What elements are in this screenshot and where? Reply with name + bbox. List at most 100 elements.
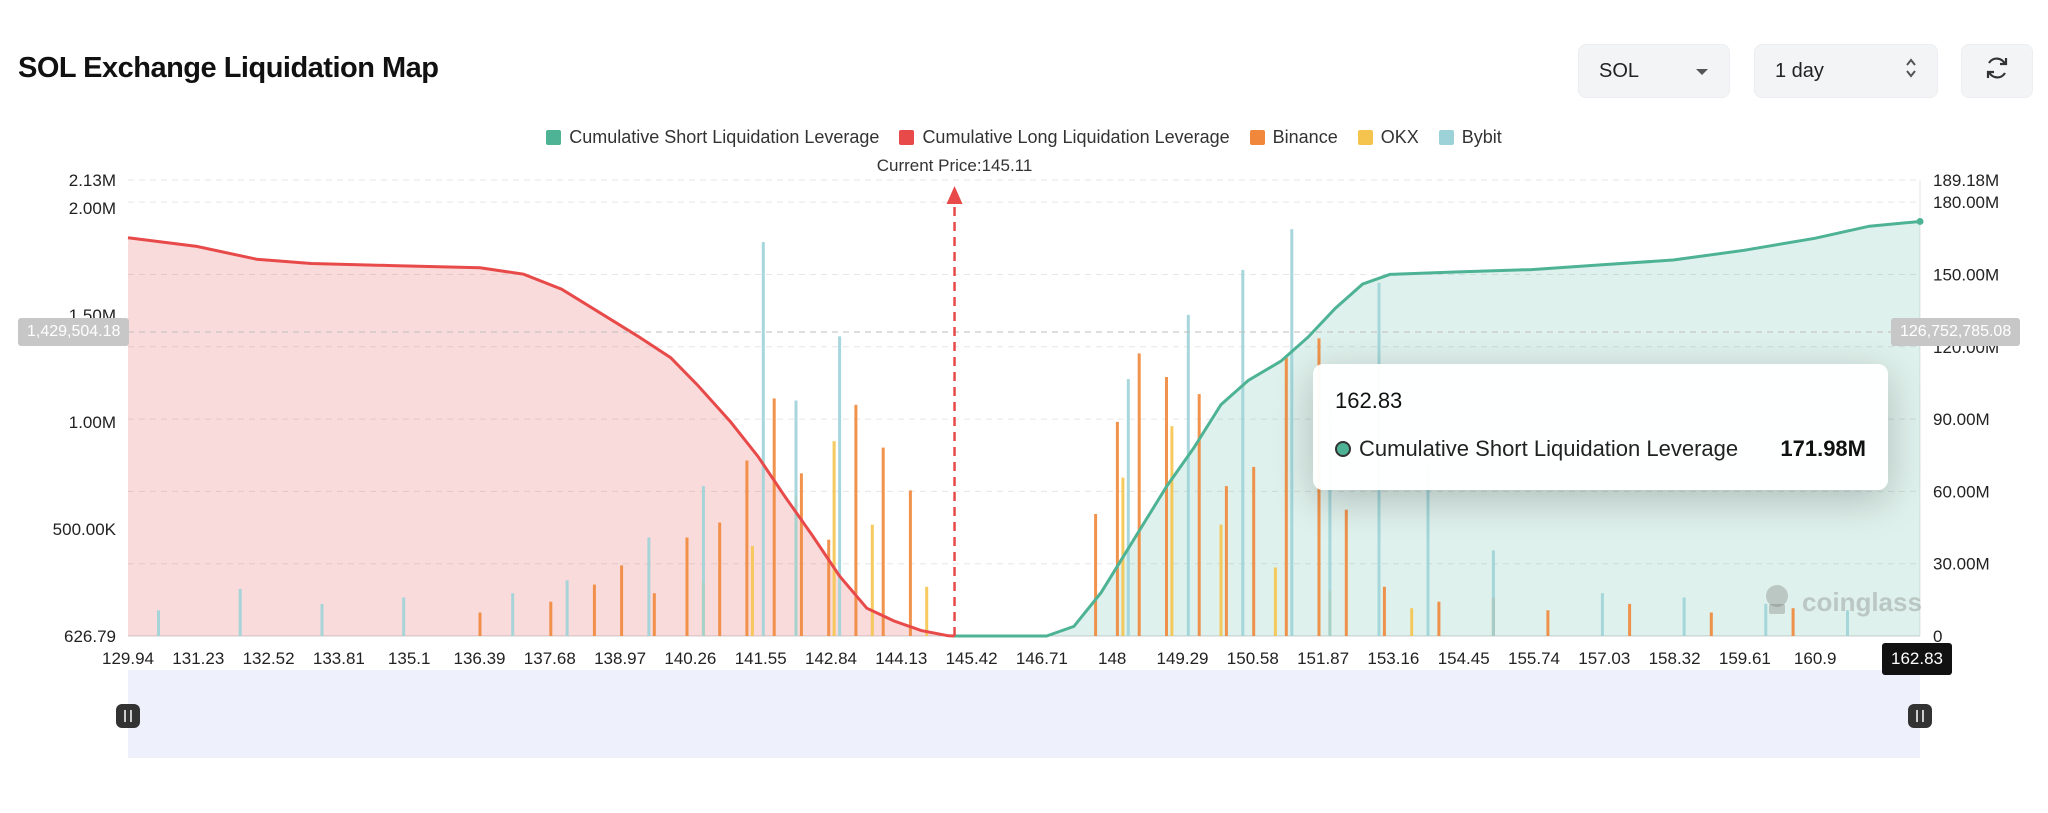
x-tick-label: 153.16 — [1367, 649, 1419, 668]
x-tick-label: 133.81 — [313, 649, 365, 668]
bybit-bar — [647, 537, 651, 636]
okx-bar — [750, 546, 754, 636]
x-tick-label: 131.23 — [172, 649, 224, 668]
binance-bar — [1546, 610, 1550, 636]
zoom-handle-right — [1908, 704, 1932, 728]
binance-bar — [827, 539, 831, 636]
x-tick-label: 158.32 — [1649, 649, 1701, 668]
y-right-tick-label: 30.00M — [1933, 555, 1990, 574]
legend-item[interactable]: Cumulative Short Liquidation Leverage — [546, 127, 879, 148]
okx-bar — [832, 441, 836, 636]
x-tick-label: 144.13 — [875, 649, 927, 668]
legend-label: Bybit — [1461, 127, 1502, 147]
chart-tooltip: 162.83 Cumulative Short Liquidation Leve… — [1313, 364, 1888, 490]
tooltip-series-name: Cumulative Short Liquidation Leverage — [1359, 436, 1739, 461]
period-select-value: 1 day — [1775, 59, 1824, 82]
y-left-tick-label: 2.00M — [69, 199, 116, 218]
binance-bar — [685, 537, 689, 636]
binance-bar — [1224, 486, 1228, 636]
binance-bar — [1382, 586, 1386, 636]
chart-legend: Cumulative Short Liquidation Leverage Cum… — [0, 127, 2048, 148]
x-tick-label: 145.42 — [946, 649, 998, 668]
binance-bar — [1437, 601, 1441, 636]
period-select[interactable]: 1 day — [1754, 44, 1938, 98]
x-tick-label: 160.9 — [1794, 649, 1837, 668]
zoom-handle-left — [116, 704, 140, 728]
bybit-bar — [511, 593, 515, 636]
y-left-tick-label: 1.00M — [69, 413, 116, 432]
x-tick-label: 136.39 — [454, 649, 506, 668]
coinglass-logo-icon — [1760, 582, 1794, 623]
binance-bar — [1344, 509, 1348, 636]
legend-item[interactable]: OKX — [1357, 127, 1419, 148]
legend-label: Cumulative Short Liquidation Leverage — [569, 127, 880, 147]
x-tick-label: 138.97 — [594, 649, 646, 668]
okx-bar — [1170, 426, 1174, 636]
x-tick-label: 154.45 — [1438, 649, 1490, 668]
legend-label: Binance — [1272, 127, 1338, 147]
bybit-bar — [565, 580, 569, 636]
legend-label: Cumulative Long Liquidation Leverage — [922, 127, 1230, 147]
bybit-bar — [320, 603, 324, 636]
tooltip-series: Cumulative Short Liquidation Leverage — [1335, 436, 1738, 462]
binance-bar — [745, 460, 749, 636]
x-tick-label: 157.03 — [1578, 649, 1630, 668]
y-right-tick-label: 180.00M — [1933, 193, 1999, 212]
okx-bar — [870, 524, 874, 636]
bybit-bar — [402, 597, 406, 636]
binance-bar — [718, 522, 722, 636]
current-price-label: Current Price:145.11 — [877, 156, 1033, 175]
legend-item[interactable]: Binance — [1249, 127, 1338, 148]
chevron-down-icon — [1695, 60, 1709, 83]
bybit-bar — [794, 400, 798, 636]
binance-bar — [1709, 612, 1713, 636]
binance-bar — [549, 601, 553, 636]
binance-bar — [1197, 394, 1201, 636]
y-right-tick-label: 189.18M — [1933, 171, 1999, 190]
legend-swatch — [1249, 130, 1265, 145]
y-left-tick-label: 2.13M — [69, 171, 116, 190]
tooltip-row: Cumulative Short Liquidation Leverage 17… — [1335, 436, 1866, 462]
bybit-bar — [701, 486, 705, 636]
crosshair-left-value: 1,429,504.18 — [18, 318, 130, 346]
legend-swatch — [899, 130, 915, 145]
binance-bar — [592, 584, 596, 636]
bybit-bar — [1682, 597, 1686, 636]
x-tick-label: 140.26 — [664, 649, 716, 668]
legend-swatch — [1357, 130, 1373, 145]
watermark-text: coinglass — [1802, 587, 1922, 617]
x-tick-label: 150.58 — [1227, 649, 1279, 668]
refresh-button[interactable] — [1961, 44, 2033, 98]
long-cumulative-line — [127, 236, 955, 638]
bybit-bar — [1126, 379, 1130, 636]
legend-item[interactable]: Cumulative Long Liquidation Leverage — [899, 127, 1230, 148]
okx-bar — [1410, 608, 1414, 636]
bybit-bar — [1290, 229, 1294, 636]
legend-swatch — [1438, 130, 1454, 145]
okx-bar — [1219, 524, 1223, 636]
x-tick-label: 149.29 — [1157, 649, 1209, 668]
tooltip-x-value: 162.83 — [1335, 388, 1403, 413]
x-tick-label: 155.74 — [1508, 649, 1560, 668]
x-tick-label: 151.87 — [1297, 649, 1349, 668]
bybit-bar — [761, 242, 765, 636]
binance-bar — [1165, 377, 1168, 636]
bybit-bar — [1241, 269, 1245, 636]
symbol-select[interactable]: SOL — [1578, 44, 1730, 98]
bybit-bar — [1600, 593, 1604, 636]
x-tick-label: 141.55 — [735, 649, 787, 668]
legend-item[interactable]: Bybit — [1438, 127, 1502, 148]
y-right-tick-label: 150.00M — [1933, 265, 1999, 284]
x-tick-label: 148 — [1098, 649, 1126, 668]
bybit-bar — [238, 588, 242, 636]
bybit-bar — [1846, 610, 1849, 636]
tooltip-series-value: 171.98M — [1780, 436, 1866, 461]
current-price-arrow — [946, 186, 963, 204]
short-cumulative-line — [954, 220, 1921, 638]
binance-bar — [1628, 603, 1632, 636]
x-tick-label: 129.94 — [102, 649, 154, 668]
up-down-stepper-icon — [1905, 57, 1917, 85]
bybit-bar — [1328, 400, 1332, 636]
crosshair-right-value: 126,752,785.08 — [1891, 318, 2021, 346]
x-tick-label: 146.71 — [1016, 649, 1068, 668]
